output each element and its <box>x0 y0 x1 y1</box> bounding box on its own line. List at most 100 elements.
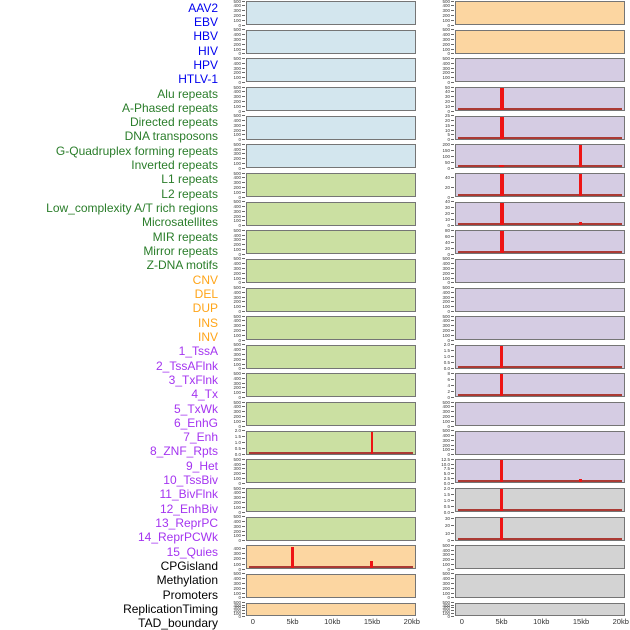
y-tick-label: 100 <box>233 218 241 224</box>
y-tick-mark <box>451 339 454 341</box>
y-tick-mark <box>451 406 454 408</box>
y-tick-label: 400 <box>442 547 450 553</box>
panel-promoters <box>455 545 625 570</box>
y-tick-label: 100 <box>442 418 450 424</box>
y-tick-mark <box>451 291 454 293</box>
y-tick-label: 500 <box>442 399 450 405</box>
panel-13-reprpc <box>455 402 625 427</box>
y-tick-label: 0 <box>447 22 450 28</box>
y-tick-label: 100 <box>233 246 241 252</box>
y-tick-label: 0 <box>238 194 241 200</box>
data-baseline <box>458 394 622 397</box>
y-tick-label: 200 <box>442 607 450 613</box>
y-tick-label: 500 <box>233 571 241 577</box>
y-tick-mark <box>451 334 454 336</box>
y-tick-label: 300 <box>233 122 241 128</box>
y-tick-mark <box>242 210 245 212</box>
y-axis-dup: 500 400 300 200 100 0 <box>219 600 245 618</box>
y-tick-mark <box>242 411 245 413</box>
y-tick-label: 200 <box>442 299 450 305</box>
y-tick-label: 500 <box>233 141 241 147</box>
y-axis-g-quadruplex-forming-repeats: 500 400 300 200 100 0 <box>219 285 245 314</box>
y-tick-mark <box>242 553 245 555</box>
y-tick-mark <box>242 38 245 40</box>
y-tick-label: 100 <box>442 275 450 281</box>
y-tick-mark <box>242 191 245 193</box>
y-tick-label: 100 <box>442 610 450 616</box>
y-tick-mark <box>242 473 245 475</box>
y-tick-label: 5.0 <box>443 471 450 477</box>
row-label-l2-repeats: L2 repeats <box>161 186 218 201</box>
panel-hiv <box>246 87 416 112</box>
y-tick-mark <box>451 225 454 227</box>
y-tick-mark <box>451 110 454 112</box>
y-tick-label: 200 <box>233 127 241 133</box>
data-baseline <box>249 451 413 454</box>
y-tick-mark <box>451 301 454 303</box>
y-tick-mark <box>242 430 245 432</box>
y-tick-label: 500 <box>233 170 241 176</box>
y-tick-mark <box>242 482 245 484</box>
y-tick-label: 200 <box>233 327 241 333</box>
y-tick-mark <box>451 449 454 451</box>
y-tick-mark <box>242 392 245 394</box>
y-tick-mark <box>451 344 454 346</box>
y-tick-label: 300 <box>442 437 450 443</box>
y-tick-mark <box>451 458 454 460</box>
y-tick-mark <box>451 487 454 489</box>
y-tick-mark <box>451 454 454 456</box>
y-tick-mark <box>451 268 454 270</box>
y-tick-mark <box>451 96 454 98</box>
y-tick-mark <box>451 129 454 131</box>
y-tick-mark <box>242 115 245 117</box>
y-tick-mark <box>242 229 245 231</box>
y-tick-mark <box>451 247 454 249</box>
panel-1-tssa <box>455 58 625 83</box>
y-tick-label: 400 <box>233 404 241 410</box>
panel-7-enh <box>455 230 625 255</box>
y-tick-label: 200 <box>233 12 241 18</box>
y-tick-mark <box>451 235 454 237</box>
y-tick-label: 500 <box>233 112 241 118</box>
panel-dup <box>246 602 416 617</box>
y-tick-label: 400 <box>442 404 450 410</box>
row-label-g-quadruplex-forming-repeats: G-Quadruplex forming repeats <box>55 143 218 158</box>
y-tick-label: 1.0 <box>234 439 241 445</box>
y-tick-mark <box>451 525 454 527</box>
y-tick-label: 2.0 <box>443 342 450 348</box>
y-tick-mark <box>242 272 245 274</box>
y-tick-label: 100 <box>233 561 241 567</box>
y-tick-label: 200 <box>233 556 241 562</box>
y-tick-mark <box>242 612 245 614</box>
y-tick-label: 10.0 <box>441 461 450 467</box>
y-tick-label: 300 <box>233 605 241 611</box>
row-label-inv: INV <box>197 329 218 344</box>
row-label-a-phased-repeats: A-Phased repeats <box>121 100 218 115</box>
y-tick-label: 100 <box>233 17 241 23</box>
y-tick-mark <box>451 435 454 437</box>
y-axis-directed-repeats: 500 400 300 200 100 0 <box>219 228 245 256</box>
y-tick-label: 0 <box>238 595 241 601</box>
y-tick-mark <box>242 320 245 322</box>
y-tick-label: 500 <box>233 198 241 204</box>
y-tick-label: 1.5 <box>234 433 241 439</box>
y-tick-mark <box>451 544 454 546</box>
y-tick-label: 0 <box>238 51 241 57</box>
y-tick-label: 100 <box>442 46 450 52</box>
y-tick-mark <box>242 568 245 570</box>
y-tick-mark <box>451 592 454 594</box>
y-tick-mark <box>451 554 454 556</box>
y-tick-label: 0 <box>447 423 450 429</box>
y-tick-mark <box>242 463 245 465</box>
panel-l2-repeats <box>246 373 416 398</box>
y-tick-label: 400 <box>233 146 241 152</box>
panel-cnv <box>246 545 416 570</box>
y-tick-label: 400 <box>233 89 241 95</box>
y-tick-label: 400 <box>233 375 241 381</box>
panel-directed-repeats <box>246 230 416 255</box>
y-tick-mark <box>451 401 454 403</box>
y-tick-mark <box>242 48 245 50</box>
y-tick-label: 200 <box>233 184 241 190</box>
y-tick-mark <box>242 604 245 606</box>
y-tick-mark <box>242 501 245 503</box>
